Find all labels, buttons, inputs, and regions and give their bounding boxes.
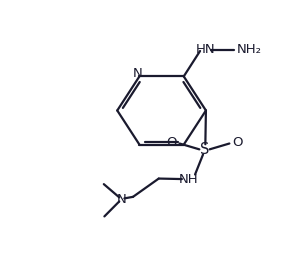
Text: N: N	[117, 193, 126, 206]
Text: NH: NH	[179, 172, 198, 186]
Text: NH₂: NH₂	[237, 43, 262, 56]
Text: N: N	[133, 67, 143, 80]
Text: O: O	[166, 136, 177, 149]
Text: O: O	[232, 136, 243, 149]
Text: S: S	[200, 142, 209, 157]
Text: HN: HN	[195, 43, 215, 56]
